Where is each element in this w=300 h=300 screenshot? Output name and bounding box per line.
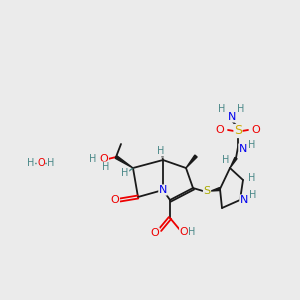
Text: O: O — [151, 228, 159, 238]
Text: H: H — [248, 140, 256, 150]
Text: H: H — [218, 104, 226, 114]
Text: H: H — [222, 155, 230, 165]
Text: H: H — [188, 227, 196, 237]
Text: H: H — [157, 146, 165, 156]
Polygon shape — [115, 156, 133, 168]
Text: H: H — [47, 158, 55, 168]
Text: N: N — [228, 112, 236, 122]
Text: N: N — [159, 185, 167, 195]
Text: O: O — [216, 125, 224, 135]
Polygon shape — [230, 158, 237, 168]
Text: O: O — [180, 227, 188, 237]
Polygon shape — [186, 155, 197, 168]
Text: H: H — [248, 173, 256, 183]
Text: H: H — [121, 168, 129, 178]
Text: H: H — [27, 158, 35, 168]
Text: o: o — [99, 153, 105, 163]
Text: S: S — [234, 124, 242, 137]
Text: H: H — [89, 154, 97, 164]
Text: N: N — [239, 144, 247, 154]
Text: O: O — [100, 154, 108, 164]
Text: O: O — [252, 125, 260, 135]
Text: N: N — [240, 195, 248, 205]
Text: O: O — [111, 195, 119, 205]
Text: H: H — [102, 162, 110, 172]
Text: S: S — [203, 186, 211, 196]
Text: H: H — [237, 104, 245, 114]
Text: O: O — [37, 158, 45, 168]
Polygon shape — [211, 188, 220, 191]
Text: H: H — [249, 190, 257, 200]
